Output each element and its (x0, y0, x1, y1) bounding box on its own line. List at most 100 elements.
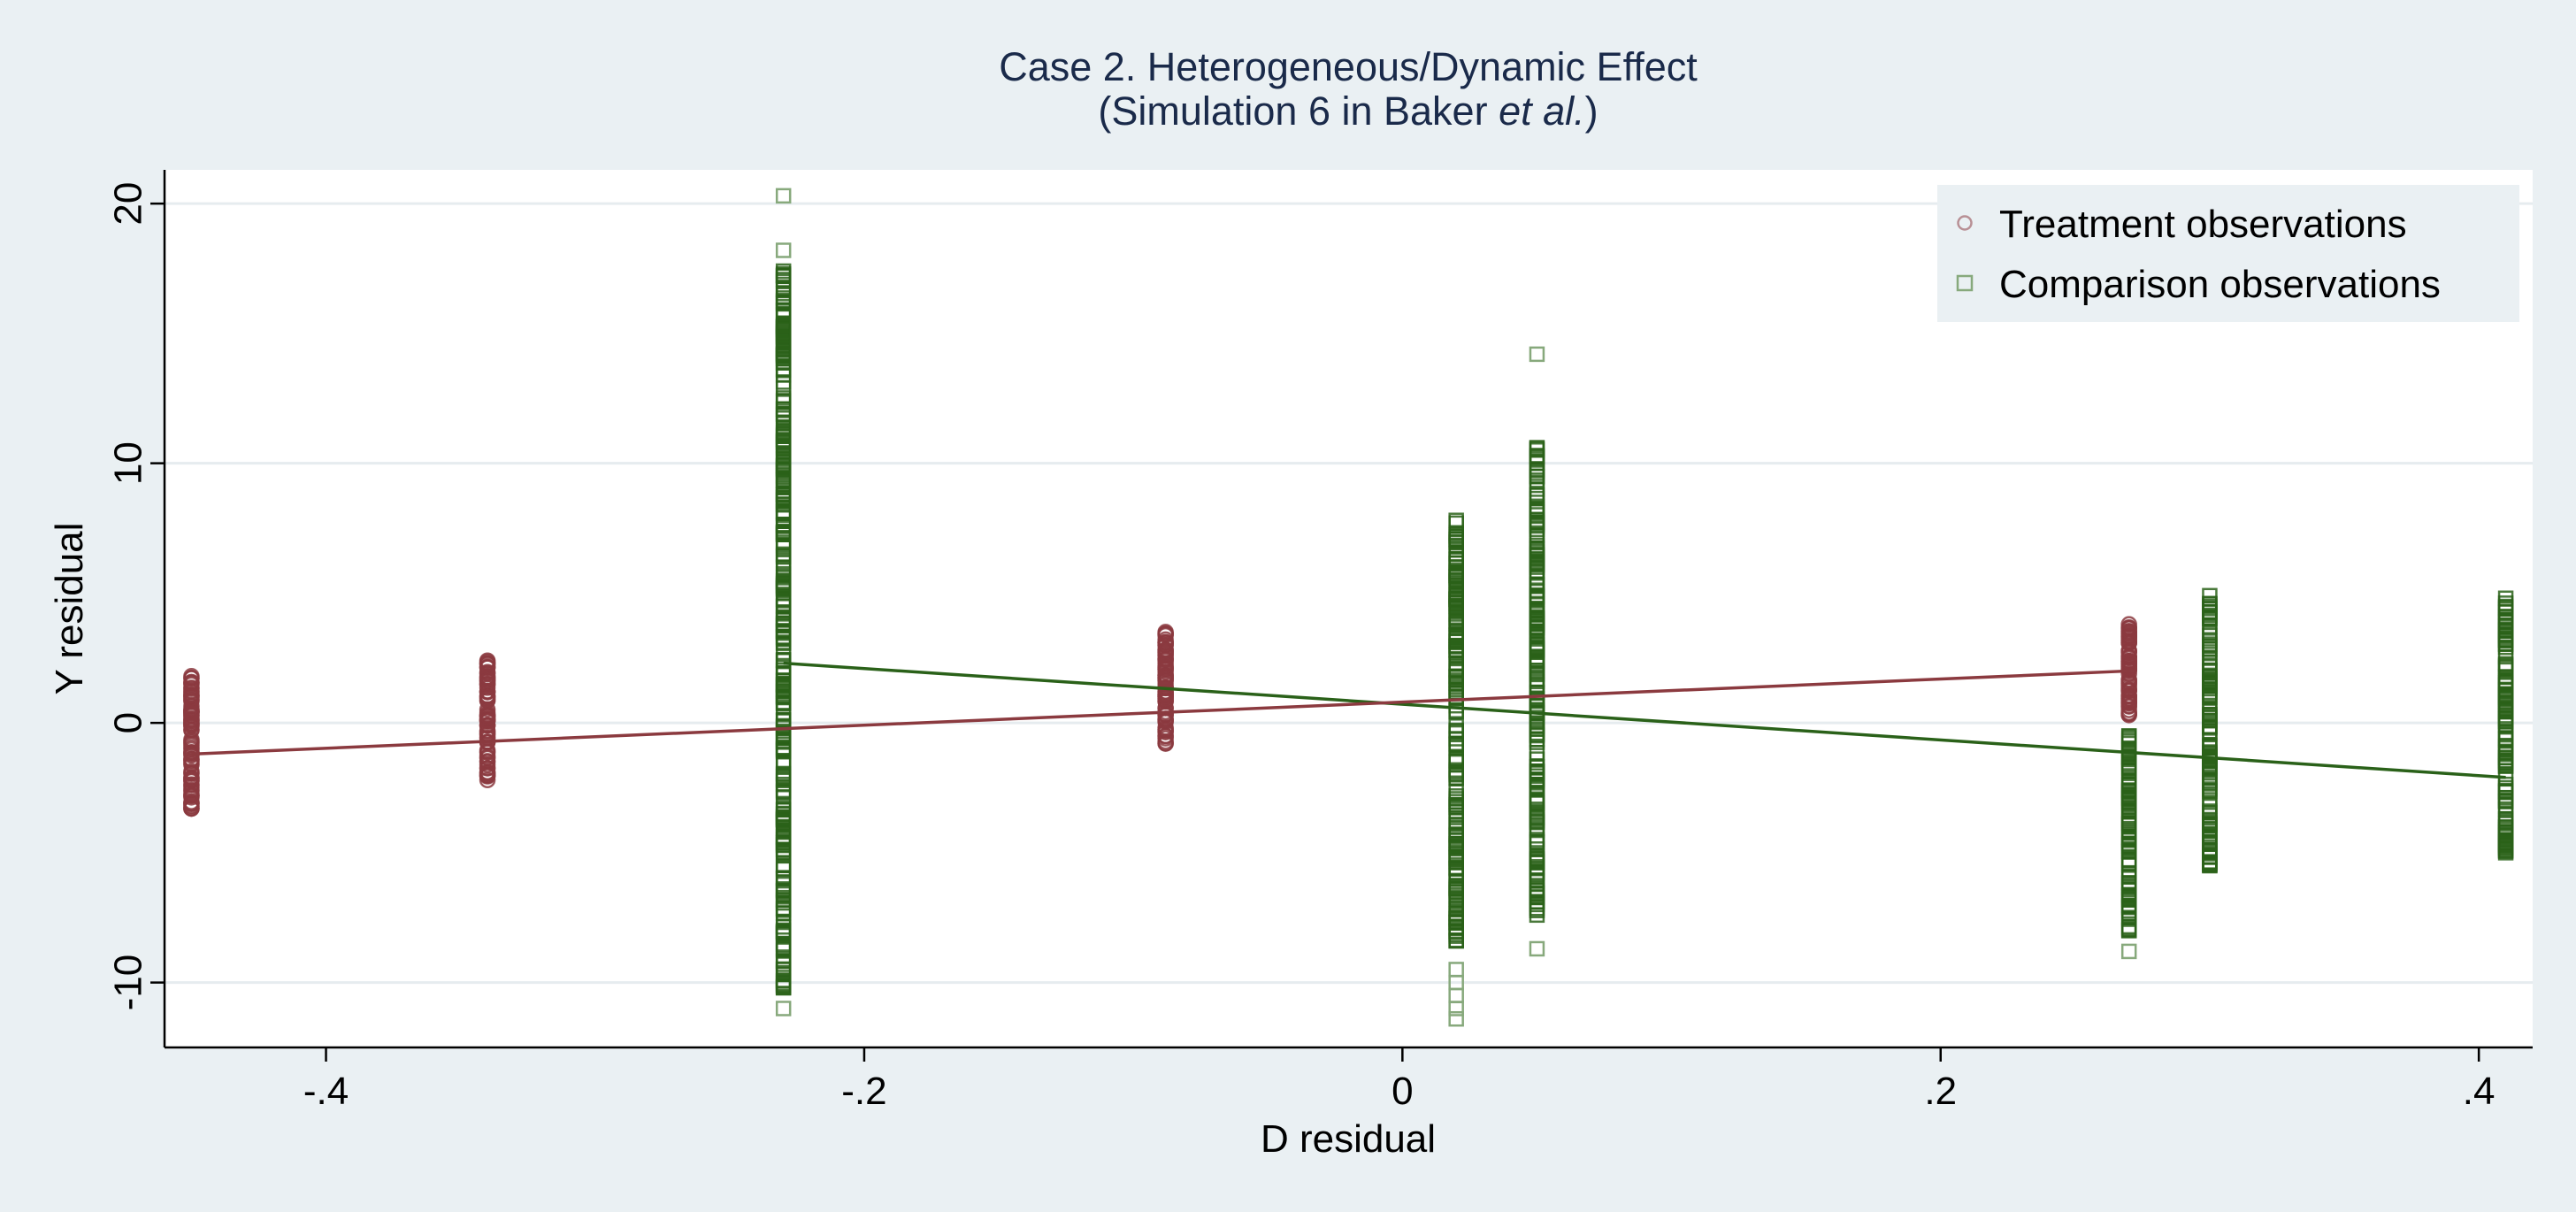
comparison-point (775, 502, 792, 519)
comparison-point (775, 390, 792, 406)
comparison-point (1529, 794, 1545, 811)
treatment-point (183, 704, 200, 722)
comparison-point (775, 406, 792, 423)
chart-title: Case 2. Heterogeneous/Dynamic Effect (999, 44, 1698, 89)
comparison-point (775, 631, 792, 647)
comparison-point (1448, 835, 1464, 852)
comparison-point (1529, 556, 1545, 573)
comparison-point (1529, 803, 1545, 820)
comparison-point (775, 295, 792, 311)
comparison-point (775, 416, 792, 432)
treatment-points (183, 616, 2137, 817)
legend-treatment-label: Treatment observations (1999, 203, 2407, 246)
comparison-point (2120, 836, 2137, 853)
y-tick-label: 20 (107, 182, 150, 226)
comparison-point (775, 688, 792, 704)
comparison-fit-line (783, 661, 2506, 779)
comparison-point (1529, 612, 1545, 628)
comparison-point (2120, 853, 2137, 869)
treatment-fit-line (191, 669, 2129, 756)
comparison-point (2120, 887, 2137, 903)
comparison-point (2202, 678, 2218, 694)
treatment-point (2120, 628, 2137, 646)
comparison-point (1529, 481, 1545, 497)
comparison-point (1529, 441, 1545, 456)
comparison-point (2202, 753, 2218, 770)
comparison-point (1448, 613, 1464, 629)
comparison-point (2120, 748, 2137, 764)
comparison-point (1529, 641, 1545, 658)
treatment-point (479, 665, 496, 683)
comparison-point (1448, 796, 1464, 813)
comparison-point (1529, 814, 1545, 831)
comparison-point (2202, 658, 2218, 675)
comparison-point (2497, 622, 2514, 639)
comparison-point (775, 242, 792, 258)
comparison-point (2120, 943, 2137, 960)
comparison-point (2497, 611, 2514, 627)
treatment-point (479, 743, 496, 761)
x-tick-label: 0 (1392, 1070, 1413, 1113)
comparison-point (2120, 921, 2137, 938)
comparison-point (2497, 689, 2514, 706)
comparison-point (775, 615, 792, 632)
y-tick-label: -10 (107, 955, 150, 1011)
comparison-point (1448, 525, 1464, 541)
comparison-point (2202, 723, 2218, 740)
legend-comparison-label: Comparison observations (1999, 263, 2441, 306)
comparison-point (775, 441, 792, 458)
treatment-point (183, 731, 200, 748)
comparison-point (1529, 517, 1545, 533)
comparison-point (2497, 801, 2514, 817)
comparison-point (2497, 827, 2514, 843)
comparison-point (775, 1001, 792, 1016)
comparison-point (2120, 911, 2137, 927)
comparison-point (775, 548, 792, 564)
comparison-point (2202, 792, 2218, 808)
comparison-point (775, 355, 792, 371)
comparison-point (1448, 669, 1464, 686)
comparison-point (2497, 633, 2514, 648)
comparison-point (1529, 866, 1545, 882)
comparison-point (775, 450, 792, 467)
treatment-point (479, 676, 496, 693)
comparison-point (1448, 736, 1464, 753)
y-tick-label: 10 (107, 441, 150, 485)
x-tick-label: -.4 (303, 1070, 349, 1113)
comparison-point (1529, 653, 1545, 669)
chart-subtitle: (Simulation 6 in Baker et al.) (1098, 88, 1598, 134)
comparison-point (1448, 679, 1464, 695)
comparison-point (775, 857, 792, 874)
comparison-point (775, 905, 792, 921)
treatment-point (1157, 661, 1174, 678)
comparison-point (2497, 730, 2514, 747)
treatment-point (183, 753, 200, 771)
comparison-point (2497, 658, 2514, 675)
comparison-point (775, 755, 792, 771)
treatment-point (183, 735, 200, 752)
treatment-point (183, 682, 200, 700)
comparison-point (1448, 900, 1464, 916)
comparison-point (775, 711, 792, 728)
comparison-point (775, 525, 792, 541)
x-axis-ticks: -.4 -.2 0 .2 .4 (303, 1047, 2496, 1113)
comparison-point (1529, 772, 1545, 789)
y-tick-label: 0 (107, 712, 150, 733)
treatment-point (183, 670, 200, 687)
comparison-points (775, 188, 2514, 1027)
comparison-point (1529, 684, 1545, 701)
treatment-point (1157, 693, 1174, 710)
comparison-point (2202, 857, 2218, 873)
x-axis-title: D residual (1261, 1117, 1436, 1161)
comparison-point (1448, 574, 1464, 590)
comparison-point (1448, 551, 1464, 567)
comparison-point (2120, 813, 2137, 830)
treatment-point (1157, 641, 1174, 658)
treatment-point (183, 798, 200, 816)
y-axis-title: Y residual (48, 523, 91, 695)
treatment-point (479, 756, 496, 773)
treatment-point (479, 707, 496, 725)
comparison-point (1529, 833, 1545, 850)
comparison-point (1529, 591, 1545, 608)
treatment-point (479, 768, 496, 785)
